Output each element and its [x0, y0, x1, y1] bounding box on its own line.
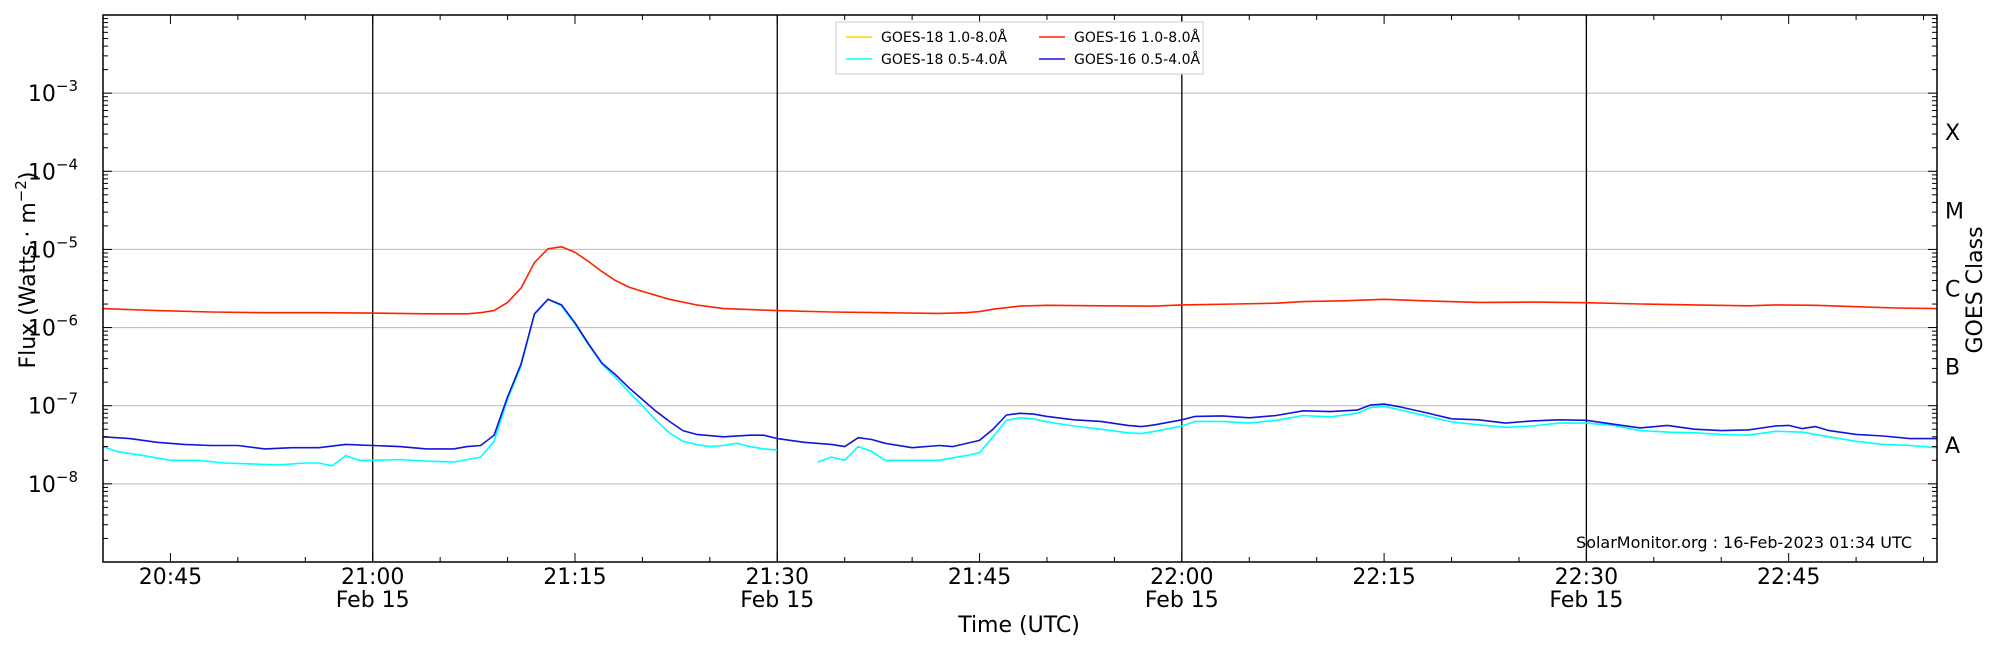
x-tick-label: 21:15 — [543, 565, 606, 590]
y-tick-label: 10−8 — [28, 468, 78, 498]
goes-class-b: B — [1945, 356, 1960, 381]
x-tick-date-label: Feb 15 — [1145, 588, 1219, 613]
x-tick-label: 22:45 — [1757, 565, 1820, 590]
vertical-time-lines — [372, 15, 1588, 562]
y-axis-title: Flux (Watts · m−2) — [12, 172, 41, 369]
x-tick-date-label: Feb 15 — [1549, 588, 1623, 613]
x-axis-title: Time (UTC) — [957, 613, 1080, 638]
goes-class-a: A — [1945, 434, 1960, 459]
goes-class-x: X — [1945, 121, 1960, 146]
x-tick-date-label: Feb 15 — [740, 588, 814, 613]
series-line-3-segment-0 — [102, 298, 1937, 450]
goes-class-labels: X M C B A — [1945, 121, 1964, 459]
x-tick-label: 22:15 — [1352, 565, 1415, 590]
x-tick-label: 21:00 — [341, 565, 404, 590]
goes-class-c: C — [1945, 278, 1960, 303]
x-tick-label: 22:00 — [1150, 565, 1213, 590]
y-tick-label: 10−3 — [28, 77, 78, 107]
goes-class-axis-title: GOES Class — [1963, 226, 1988, 353]
x-tick-label: 22:30 — [1555, 565, 1618, 590]
legend-label-goes18-long: GOES-18 1.0-8.0Å — [881, 29, 1007, 46]
legend: GOES-18 1.0-8.0Å GOES-18 0.5-4.0Å GOES-1… — [835, 21, 1204, 75]
watermark-text: SolarMonitor.org : 16-Feb-2023 01:34 UTC — [1576, 533, 1912, 552]
series-line-1-segment-1 — [817, 405, 1938, 463]
x-tick-label: 20:45 — [139, 565, 202, 590]
grid-layer — [103, 92, 1937, 485]
x-tick-date-label: Feb 15 — [336, 588, 410, 613]
series-line-2-segment-0 — [102, 246, 1938, 315]
x-tick-label: 21:30 — [746, 565, 809, 590]
legend-label-goes18-short: GOES-18 0.5-4.0Å — [881, 51, 1007, 68]
series-layer — [102, 246, 1938, 467]
legend-label-goes16-long: GOES-16 1.0-8.0Å — [1074, 29, 1200, 46]
series-line-1-segment-0 — [102, 298, 778, 467]
goes-class-m: M — [1945, 199, 1964, 224]
y-axis-ticks: 10−310−410−510−610−710−8 — [28, 14, 1937, 563]
legend-box — [835, 21, 1204, 75]
legend-label-goes16-short: GOES-16 0.5-4.0Å — [1074, 51, 1200, 68]
plot-frame — [102, 14, 1938, 563]
y-tick-label: 10−7 — [28, 390, 78, 420]
x-tick-label: 21:45 — [948, 565, 1011, 590]
